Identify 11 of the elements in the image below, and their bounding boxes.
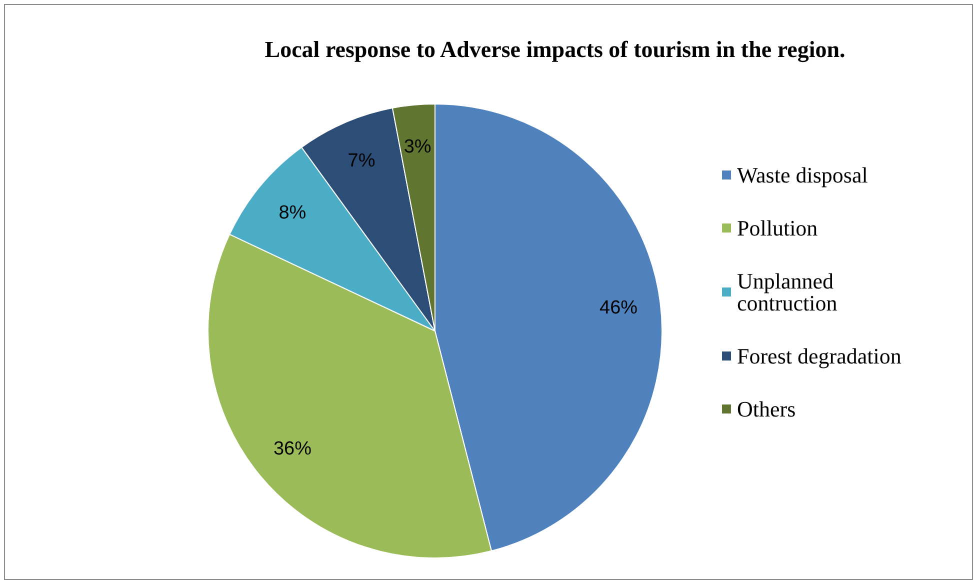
chart-title: Local response to Adverse impacts of tourism in the region.	[264, 37, 846, 63]
legend-label: Pollution	[737, 216, 818, 240]
data-label: 8%	[278, 202, 306, 224]
data-label: 46%	[600, 297, 638, 318]
legend-label: Unplanned contruction	[737, 268, 840, 316]
legend-label: Forest degradation	[737, 344, 902, 368]
data-label: 7%	[348, 150, 376, 172]
data-label: 3%	[404, 136, 432, 158]
legend-label: Waste disposal	[737, 162, 868, 188]
legend-label: Others	[737, 396, 796, 422]
data-label: 36%	[273, 438, 312, 460]
